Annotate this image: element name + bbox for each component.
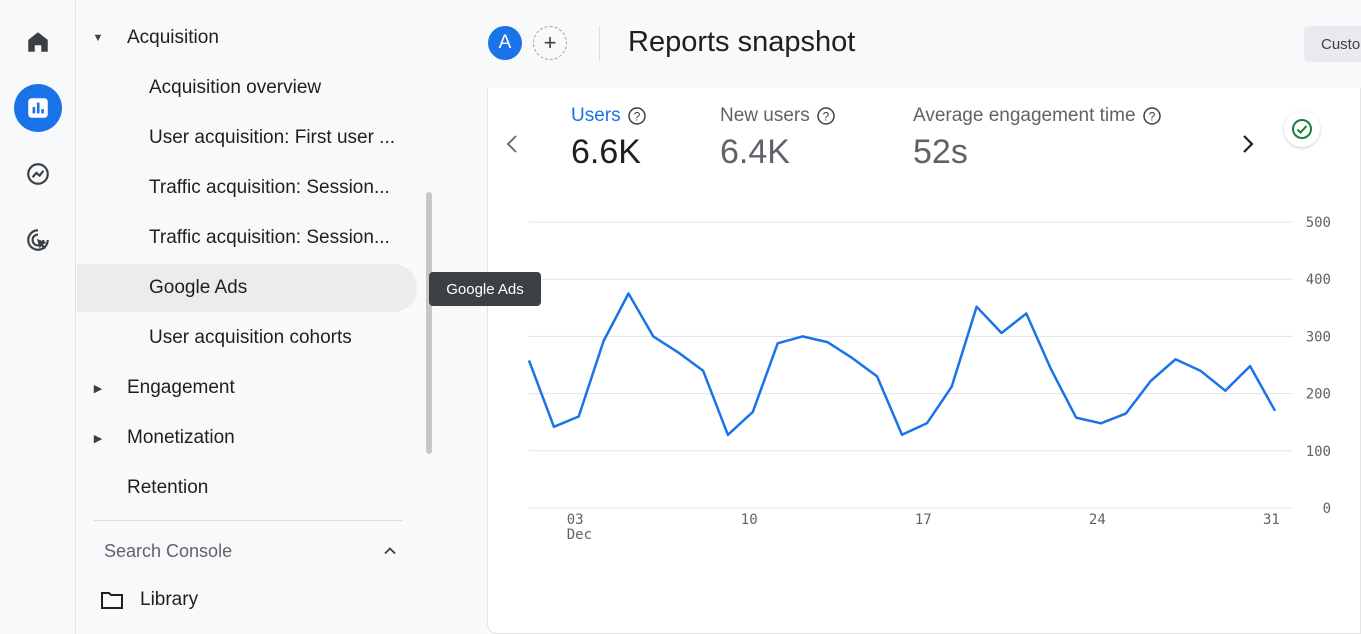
- nav-item-retention[interactable]: Retention: [77, 464, 417, 512]
- nav-item-label: Acquisition overview: [149, 77, 322, 98]
- add-comparison-button[interactable]: +: [533, 26, 567, 60]
- nav-divider: [94, 520, 402, 521]
- metric-label: Average engagement time: [913, 105, 1136, 126]
- metric-avg-engagement-time[interactable]: Average engagement time ? 52s: [913, 105, 1162, 172]
- page-title: Reports snapshot: [628, 26, 856, 58]
- nav-item-engagement[interactable]: ▶ Engagement: [77, 364, 417, 412]
- series-line-users[interactable]: [527, 292, 1277, 437]
- help-icon[interactable]: ?: [627, 106, 647, 126]
- customize-button[interactable]: Custo: [1304, 26, 1361, 62]
- metric-value: 6.4K: [720, 133, 790, 171]
- metric-value: 52s: [913, 133, 968, 171]
- x-tick-label: 03: [567, 512, 584, 528]
- nav-item-acquisition[interactable]: ▼ Acquisition: [77, 14, 417, 62]
- y-tick-label: 300: [1306, 329, 1331, 345]
- caret-right-icon: ▶: [93, 382, 103, 395]
- caret-down-icon: ▼: [92, 32, 104, 44]
- svg-text:?: ?: [822, 110, 829, 124]
- library-link[interactable]: Library: [140, 589, 199, 610]
- svg-text:?: ?: [1148, 110, 1155, 124]
- home-icon[interactable]: [14, 18, 62, 66]
- nav-item-traffic-acquisition-1[interactable]: Traffic acquisition: Session...: [77, 164, 417, 212]
- svg-text:?: ?: [633, 110, 640, 124]
- help-icon[interactable]: ?: [816, 106, 836, 126]
- tooltip: Google Ads: [429, 272, 541, 306]
- nav-item-label: Retention: [127, 477, 209, 498]
- nav-item-google-ads[interactable]: Google Ads: [77, 264, 417, 312]
- nav-item-label: Acquisition: [127, 27, 219, 48]
- help-icon[interactable]: ?: [1142, 106, 1162, 126]
- x-tick-label: 10: [741, 512, 758, 528]
- y-tick-label: 400: [1306, 272, 1331, 288]
- y-tick-label: 100: [1306, 444, 1331, 460]
- check-circle-icon[interactable]: [1284, 111, 1320, 147]
- comparison-avatar[interactable]: A: [488, 26, 522, 60]
- y-tick-label: 0: [1323, 501, 1331, 517]
- metric-label: Users: [571, 105, 621, 126]
- chevron-left-icon[interactable]: [504, 132, 520, 163]
- reports-icon[interactable]: [14, 84, 62, 132]
- x-tick-label: 31: [1263, 512, 1280, 528]
- folder-icon: [100, 589, 124, 611]
- nav-item-label: Monetization: [127, 427, 235, 448]
- y-tick-label: 500: [1306, 215, 1331, 231]
- metric-value: 6.6K: [571, 133, 641, 171]
- chevron-right-icon[interactable]: [1240, 132, 1256, 163]
- metric-new-users[interactable]: New users ? 6.4K: [720, 105, 836, 172]
- nav-item-label: User acquisition cohorts: [149, 327, 352, 348]
- metric-label: New users: [720, 105, 810, 126]
- nav-item-monetization[interactable]: ▶ Monetization: [77, 414, 417, 462]
- nav-item-traffic-acquisition-2[interactable]: Traffic acquisition: Session...: [77, 214, 417, 262]
- left-rail: [0, 0, 76, 634]
- y-tick-label: 200: [1306, 387, 1331, 403]
- nav-item-label: Engagement: [127, 377, 235, 398]
- reports-nav: ▼ Acquisition Acquisition overview User …: [77, 0, 433, 634]
- nav-item-label: User acquisition: First user ...: [149, 127, 396, 148]
- x-tick-sublabel: Dec: [567, 527, 592, 543]
- metric-users[interactable]: Users ? 6.6K: [571, 105, 647, 172]
- x-tick-label: 17: [915, 512, 932, 528]
- nav-item-label: Traffic acquisition: Session...: [149, 227, 390, 248]
- x-tick-label: 24: [1089, 512, 1106, 528]
- search-console-header[interactable]: Search Console: [104, 541, 233, 561]
- nav-item-label: Traffic acquisition: Session...: [149, 177, 390, 198]
- nav-item-label: Google Ads: [149, 277, 248, 298]
- advertising-icon[interactable]: [14, 216, 62, 264]
- chevron-up-icon[interactable]: [380, 541, 400, 561]
- explore-icon[interactable]: [14, 150, 62, 198]
- divider: [599, 26, 600, 60]
- caret-right-icon: ▶: [93, 432, 103, 445]
- nav-item-acquisition-overview[interactable]: Acquisition overview: [77, 64, 417, 112]
- nav-item-user-acquisition[interactable]: User acquisition: First user ...: [77, 114, 417, 162]
- top-bar: A + Reports snapshot Custo: [433, 0, 1361, 88]
- nav-item-user-acquisition-cohorts[interactable]: User acquisition cohorts: [77, 314, 417, 362]
- nav-scrollbar[interactable]: [426, 192, 432, 454]
- overview-card: Users ? 6.6K New users ? 6.4K Average en…: [487, 88, 1361, 634]
